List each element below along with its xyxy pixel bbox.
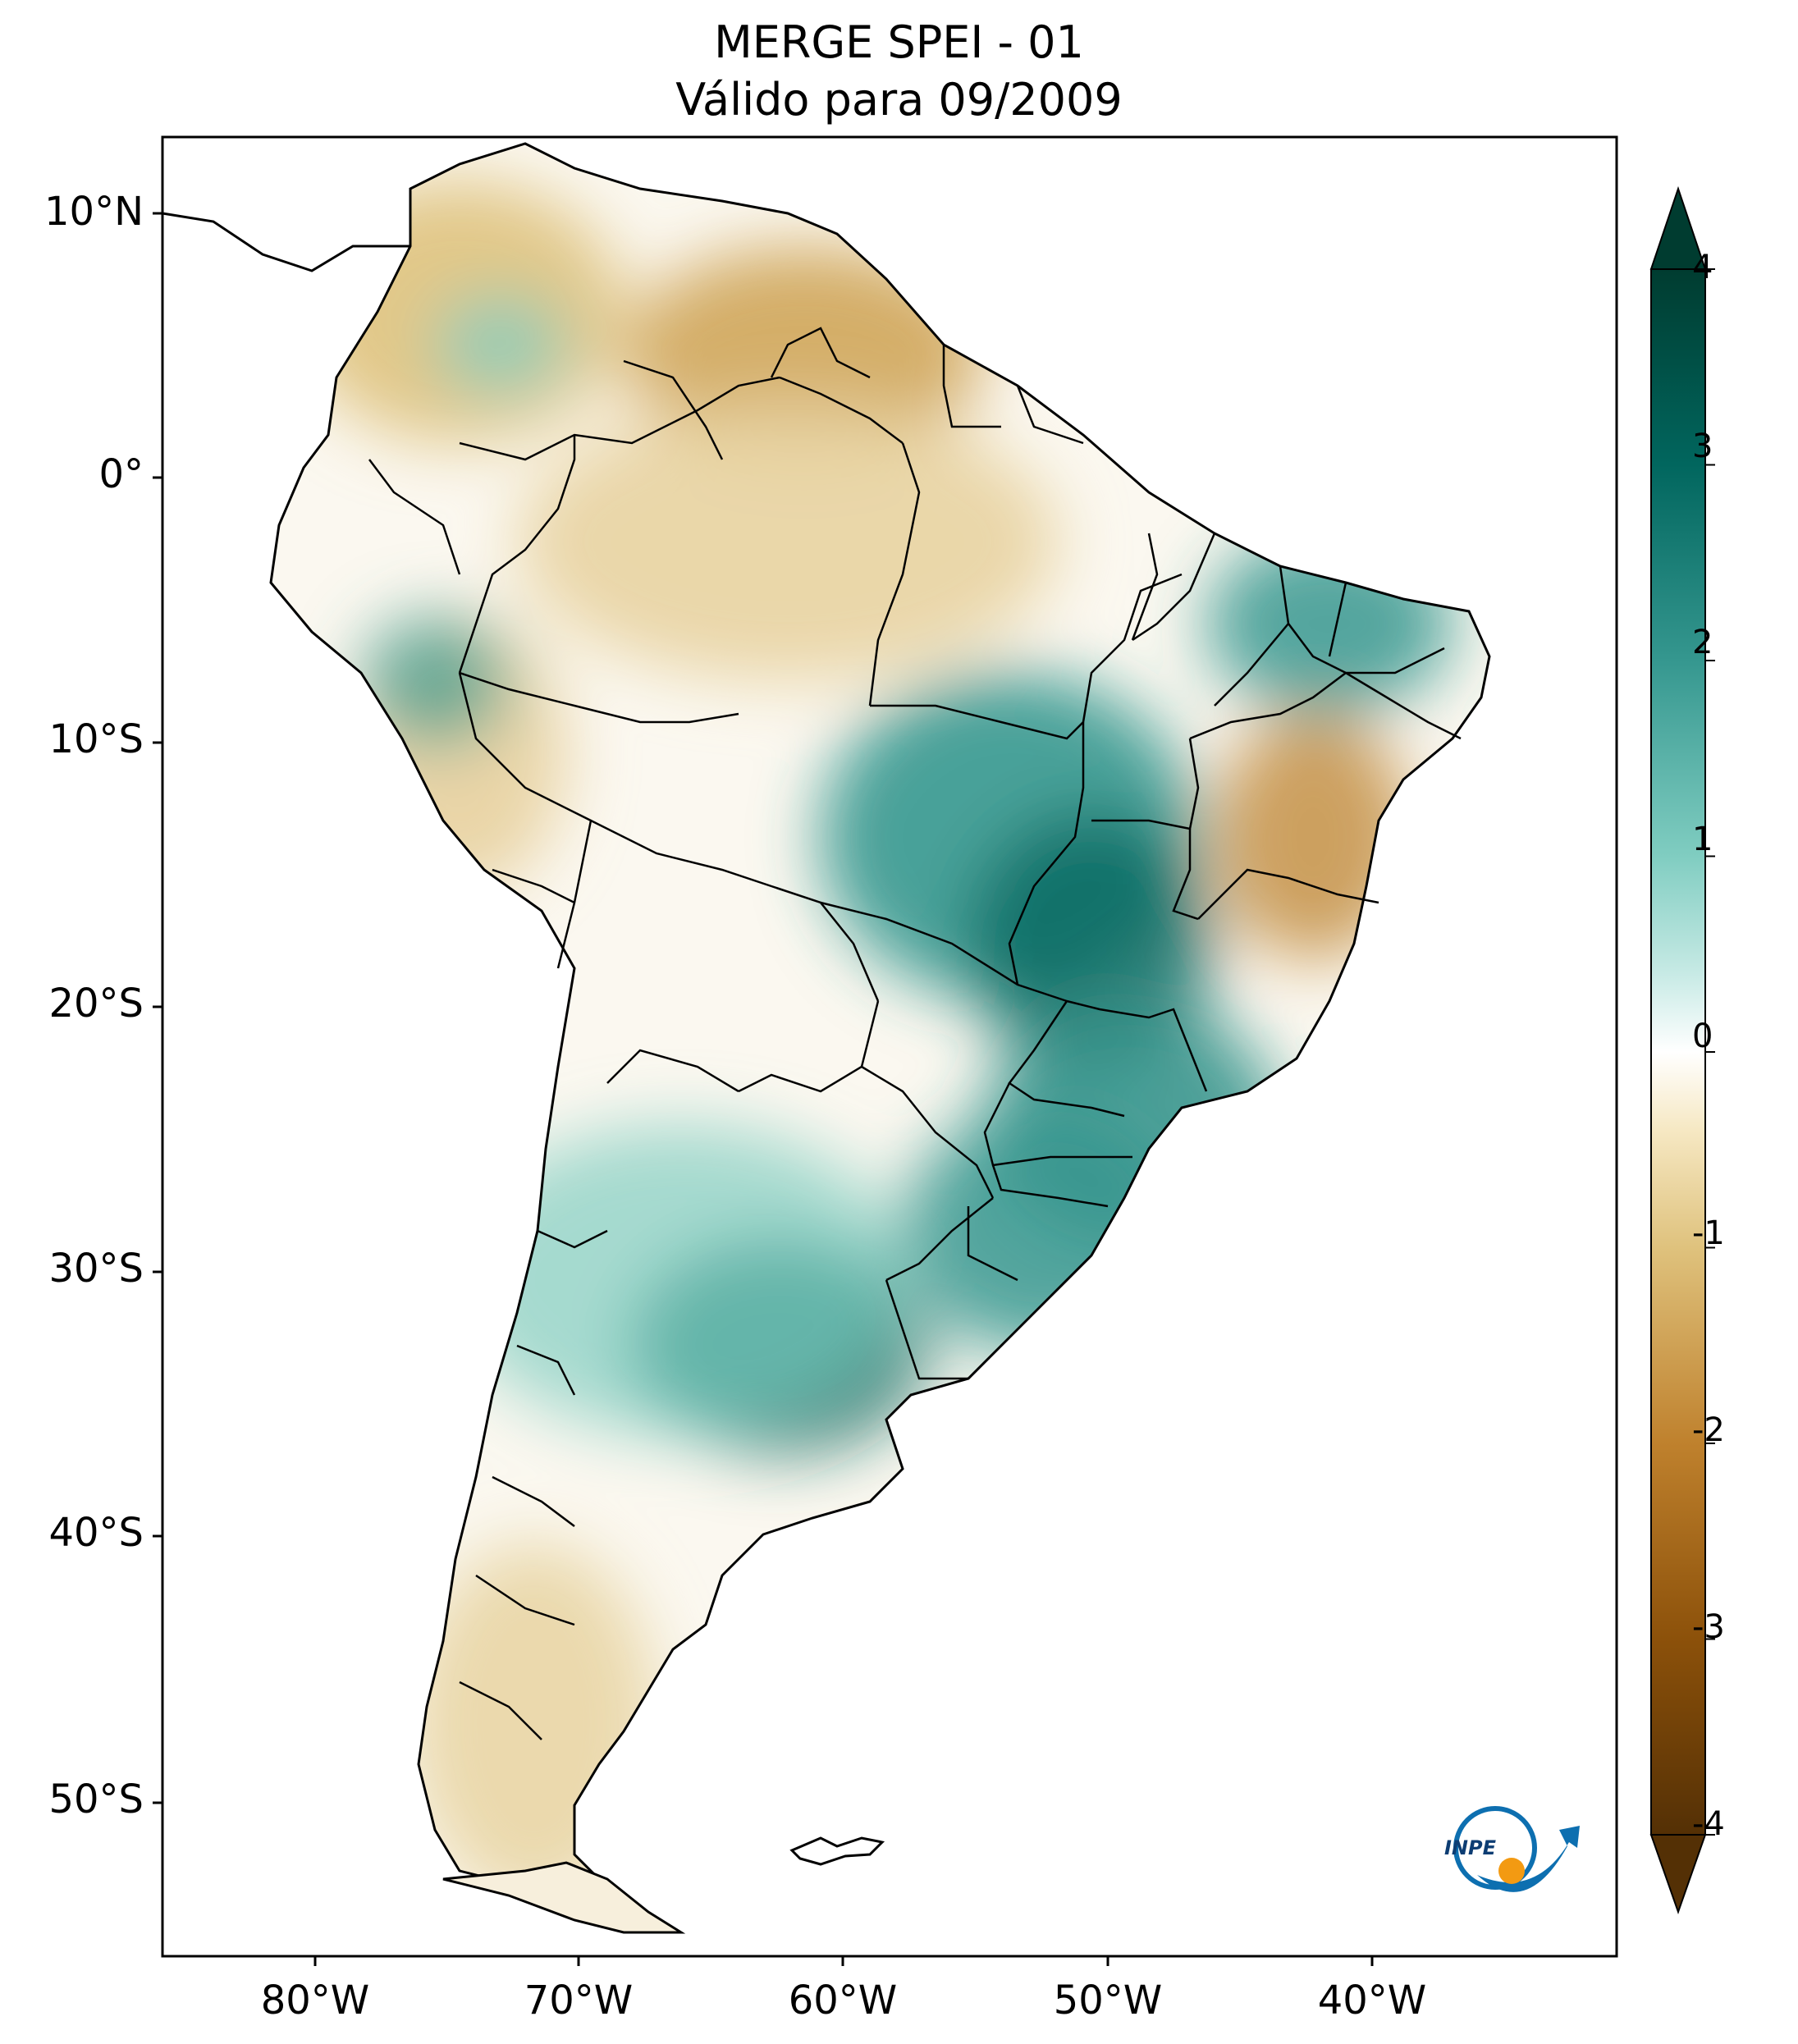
wet-anomaly-acre <box>361 615 509 747</box>
inpe-logo <box>1453 1806 1580 1892</box>
colorbar-label-neg1: -1 <box>1692 1214 1725 1252</box>
lat-label-50s: 50°S <box>48 1776 144 1822</box>
lat-label-30s: 30°S <box>48 1246 144 1292</box>
colorbar-label-neg4: -4 <box>1692 1805 1725 1843</box>
colorbar-label-neg3: -3 <box>1692 1608 1725 1646</box>
colorbar-label-neg2: -2 <box>1692 1411 1725 1449</box>
central-america-outline <box>162 212 410 272</box>
dry-anomaly-amazon <box>517 402 1059 681</box>
map-subtitle: Válido para 09/2009 <box>675 74 1123 126</box>
lon-label-60w: 60°W <box>788 1978 898 2023</box>
inpe-logo-text: INPE <box>1444 1836 1496 1859</box>
tierra-del-fuego-outline <box>442 1861 686 1934</box>
colorbar <box>1649 185 1715 1915</box>
map-title: MERGE SPEI - 01 <box>714 16 1084 68</box>
colorbar-label-4: 4 <box>1692 249 1713 286</box>
lon-label-70w: 70°W <box>524 1978 634 2023</box>
logo-swoosh <box>1477 1826 1580 1892</box>
lat-label-10s: 10°S <box>48 716 144 762</box>
colorbar-scale <box>1650 268 1706 1836</box>
lat-label-10n: 10°N <box>44 189 144 235</box>
falklands-outline <box>789 1836 885 1866</box>
wet-anomaly-colombia <box>435 295 566 394</box>
lon-label-40w: 40°W <box>1317 1978 1427 2023</box>
dry-anomaly-guyana <box>624 246 985 460</box>
logo-sun <box>1498 1858 1525 1884</box>
political-boundaries <box>368 327 1462 1740</box>
colorbar-label-0: 0 <box>1692 1017 1713 1055</box>
lat-label-0: 0° <box>98 451 144 497</box>
lat-label-20s: 20°S <box>48 981 144 1027</box>
lon-label-80w: 80°W <box>260 1978 370 2023</box>
colorbar-label-2: 2 <box>1692 624 1713 661</box>
wet-anomaly-pampas <box>451 1124 911 1436</box>
colorbar-label-3: 3 <box>1692 428 1713 465</box>
lat-label-40s: 40°S <box>48 1510 144 1556</box>
colorbar-label-1: 1 <box>1692 821 1713 858</box>
lon-label-50w: 50°W <box>1053 1978 1163 2023</box>
colorbar-bottom-arrow <box>1649 1834 1707 1915</box>
